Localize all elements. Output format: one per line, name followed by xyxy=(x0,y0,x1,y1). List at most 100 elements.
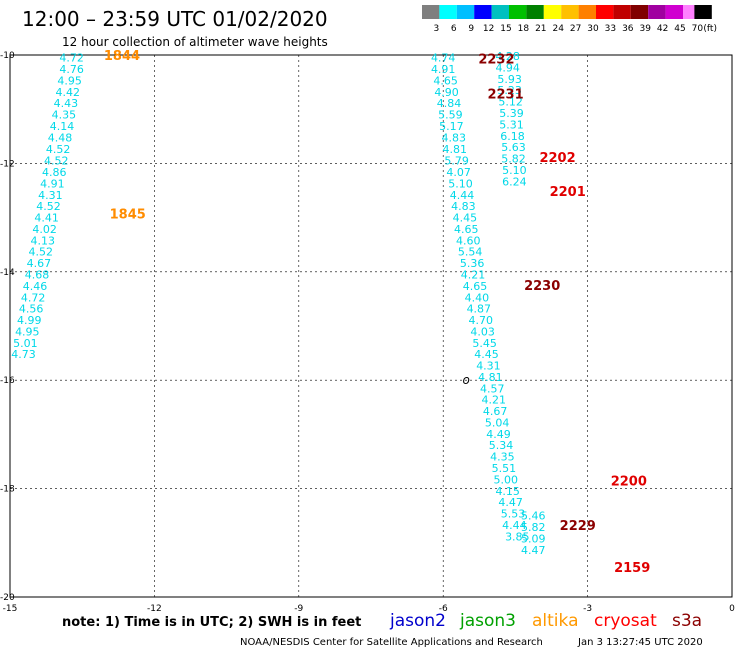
legend-swatch xyxy=(613,5,631,19)
wave-height-point: 5.54 xyxy=(458,246,483,259)
y-tick-label: -20 xyxy=(0,593,15,603)
wave-height-point: 4.74 xyxy=(431,52,456,65)
wave-height-point: 4.70 xyxy=(468,314,493,327)
wave-height-point: 5.39 xyxy=(499,107,524,120)
wave-height-point: 4.87 xyxy=(467,303,492,316)
wave-height-point: 4.45 xyxy=(474,348,499,361)
wave-height-point: 4.56 xyxy=(19,303,44,316)
wave-height-point: 5.10 xyxy=(448,177,473,190)
wave-height-point: 4.81 xyxy=(443,143,468,156)
satellite-label: jason2 xyxy=(389,611,446,631)
time-label: 1845 xyxy=(110,207,146,222)
x-axis-ticks: -15 -12 -9 -6 -3 0 xyxy=(3,604,735,614)
satellite-label: cryosat xyxy=(594,611,657,631)
legend-swatch xyxy=(474,5,492,19)
wave-height-point: 4.91 xyxy=(40,177,65,190)
wave-height-point: 3.85 xyxy=(505,530,530,543)
wave-height-point: 5.12 xyxy=(498,96,523,109)
legend-value: 15 xyxy=(500,24,511,34)
legend-swatch xyxy=(509,5,527,19)
legend-value: 39 xyxy=(639,24,651,34)
wave-height-point: 4.72 xyxy=(59,52,84,65)
legend-swatch xyxy=(665,5,683,19)
wave-height-point: 4.28 xyxy=(495,50,520,63)
wave-height-point: 4.73 xyxy=(11,348,36,361)
wave-height-point: 5.23 xyxy=(497,84,522,97)
legend-swatch xyxy=(456,5,475,19)
y-tick-label: -18 xyxy=(0,485,15,495)
wave-height-point: 5.46 xyxy=(521,510,546,523)
legend-value: 18 xyxy=(518,24,530,34)
wave-height-point: 4.95 xyxy=(57,74,82,87)
wave-height-point: 4.40 xyxy=(465,291,490,304)
footer-timestamp: Jan 3 13:27:45 UTC 2020 xyxy=(577,637,703,648)
wave-height-point: 4.03 xyxy=(470,325,495,338)
wave-height-point: 4.60 xyxy=(456,234,481,247)
wave-height-point: 5.45 xyxy=(472,337,497,350)
legend-value: 33 xyxy=(605,24,616,34)
legend-value: 45 xyxy=(674,24,685,34)
wave-height-point: 4.49 xyxy=(486,428,511,441)
footer-note: note: 1) Time is in UTC; 2) SWH is in fe… xyxy=(62,615,361,630)
wave-height-point: 5.31 xyxy=(499,118,524,131)
wave-height-point: 4.45 xyxy=(453,212,478,225)
legend-value: 9 xyxy=(468,24,474,34)
legend-value: 36 xyxy=(622,24,634,34)
wave-height-point: 5.17 xyxy=(439,120,464,133)
wave-height-point: 4.68 xyxy=(25,269,50,282)
x-tick-label: -3 xyxy=(583,604,592,614)
wave-height-point: 5.93 xyxy=(497,73,522,86)
wave-height-point: 4.52 xyxy=(29,246,54,259)
legend-value: 24 xyxy=(552,24,564,34)
wave-height-point: 4.47 xyxy=(521,544,546,557)
wave-height-point: 4.31 xyxy=(476,360,501,373)
wave-height-point: 4.48 xyxy=(48,131,73,144)
satellite-label: jason3 xyxy=(459,611,516,631)
wave-height-point: 4.52 xyxy=(46,143,71,156)
y-tick-label: -14 xyxy=(0,268,15,278)
y-tick-label: -12 xyxy=(0,159,15,169)
wave-height-point: 4.52 xyxy=(44,155,69,168)
time-label: 2229 xyxy=(560,519,596,534)
wave-height-point: 4.21 xyxy=(461,269,486,282)
satellite-label: altika xyxy=(532,611,579,631)
wave-height-point: 4.83 xyxy=(451,200,476,213)
legend-swatch xyxy=(526,5,544,19)
x-tick-label: 0 xyxy=(729,604,735,614)
wave-height-point: 5.36 xyxy=(460,257,485,270)
legend-swatch xyxy=(694,5,712,19)
legend-swatch xyxy=(422,5,440,19)
wave-height-point: 4.43 xyxy=(54,97,79,110)
wave-height-point: 5.10 xyxy=(502,164,527,177)
wave-height-point: 4.65 xyxy=(454,223,479,236)
x-tick-label: -12 xyxy=(147,604,162,614)
legend-swatch xyxy=(561,5,579,19)
wave-height-point: 5.82 xyxy=(521,521,546,534)
time-label: 1844 xyxy=(104,49,140,64)
grid xyxy=(10,55,732,597)
y-tick-label: -16 xyxy=(0,376,15,386)
legend-value: 6 xyxy=(451,24,457,34)
wave-height-point: 4.44 xyxy=(450,189,475,202)
time-label: 2201 xyxy=(550,185,586,200)
wave-height-point: 4.35 xyxy=(490,451,515,464)
y-axis-ticks: -10 -12 -14 -16 -18 -20 xyxy=(0,51,15,603)
wave-height-point: 6.18 xyxy=(500,130,525,143)
time-labels: 1844 1845 2232 2231 2202 2201 2230 2229 2200 2159 xyxy=(104,49,650,576)
legend-value: 30 xyxy=(587,24,599,34)
wave-height-point: 4.99 xyxy=(17,314,42,327)
time-label: 2202 xyxy=(539,151,575,166)
wave-height-point: 5.82 xyxy=(501,153,526,166)
wave-height-point: 4.31 xyxy=(38,189,63,202)
wave-height-point: 4.15 xyxy=(495,485,520,498)
legend-swatch xyxy=(648,5,666,19)
y-tick-label: -10 xyxy=(0,51,15,61)
wave-height-point: 4.67 xyxy=(27,257,52,270)
satellite-label: s3a xyxy=(672,611,702,631)
legend-swatch xyxy=(578,5,596,19)
x-tick-label: -15 xyxy=(3,604,18,614)
wave-height-point: 4.65 xyxy=(463,280,488,293)
color-legend: 3 6 9 12 15 18 21 24 27 30 33 36 39 42 45 70 (ft) xyxy=(422,5,717,34)
wave-height-point: 4.44 xyxy=(502,519,527,532)
wave-height-point: 5.00 xyxy=(494,473,519,486)
